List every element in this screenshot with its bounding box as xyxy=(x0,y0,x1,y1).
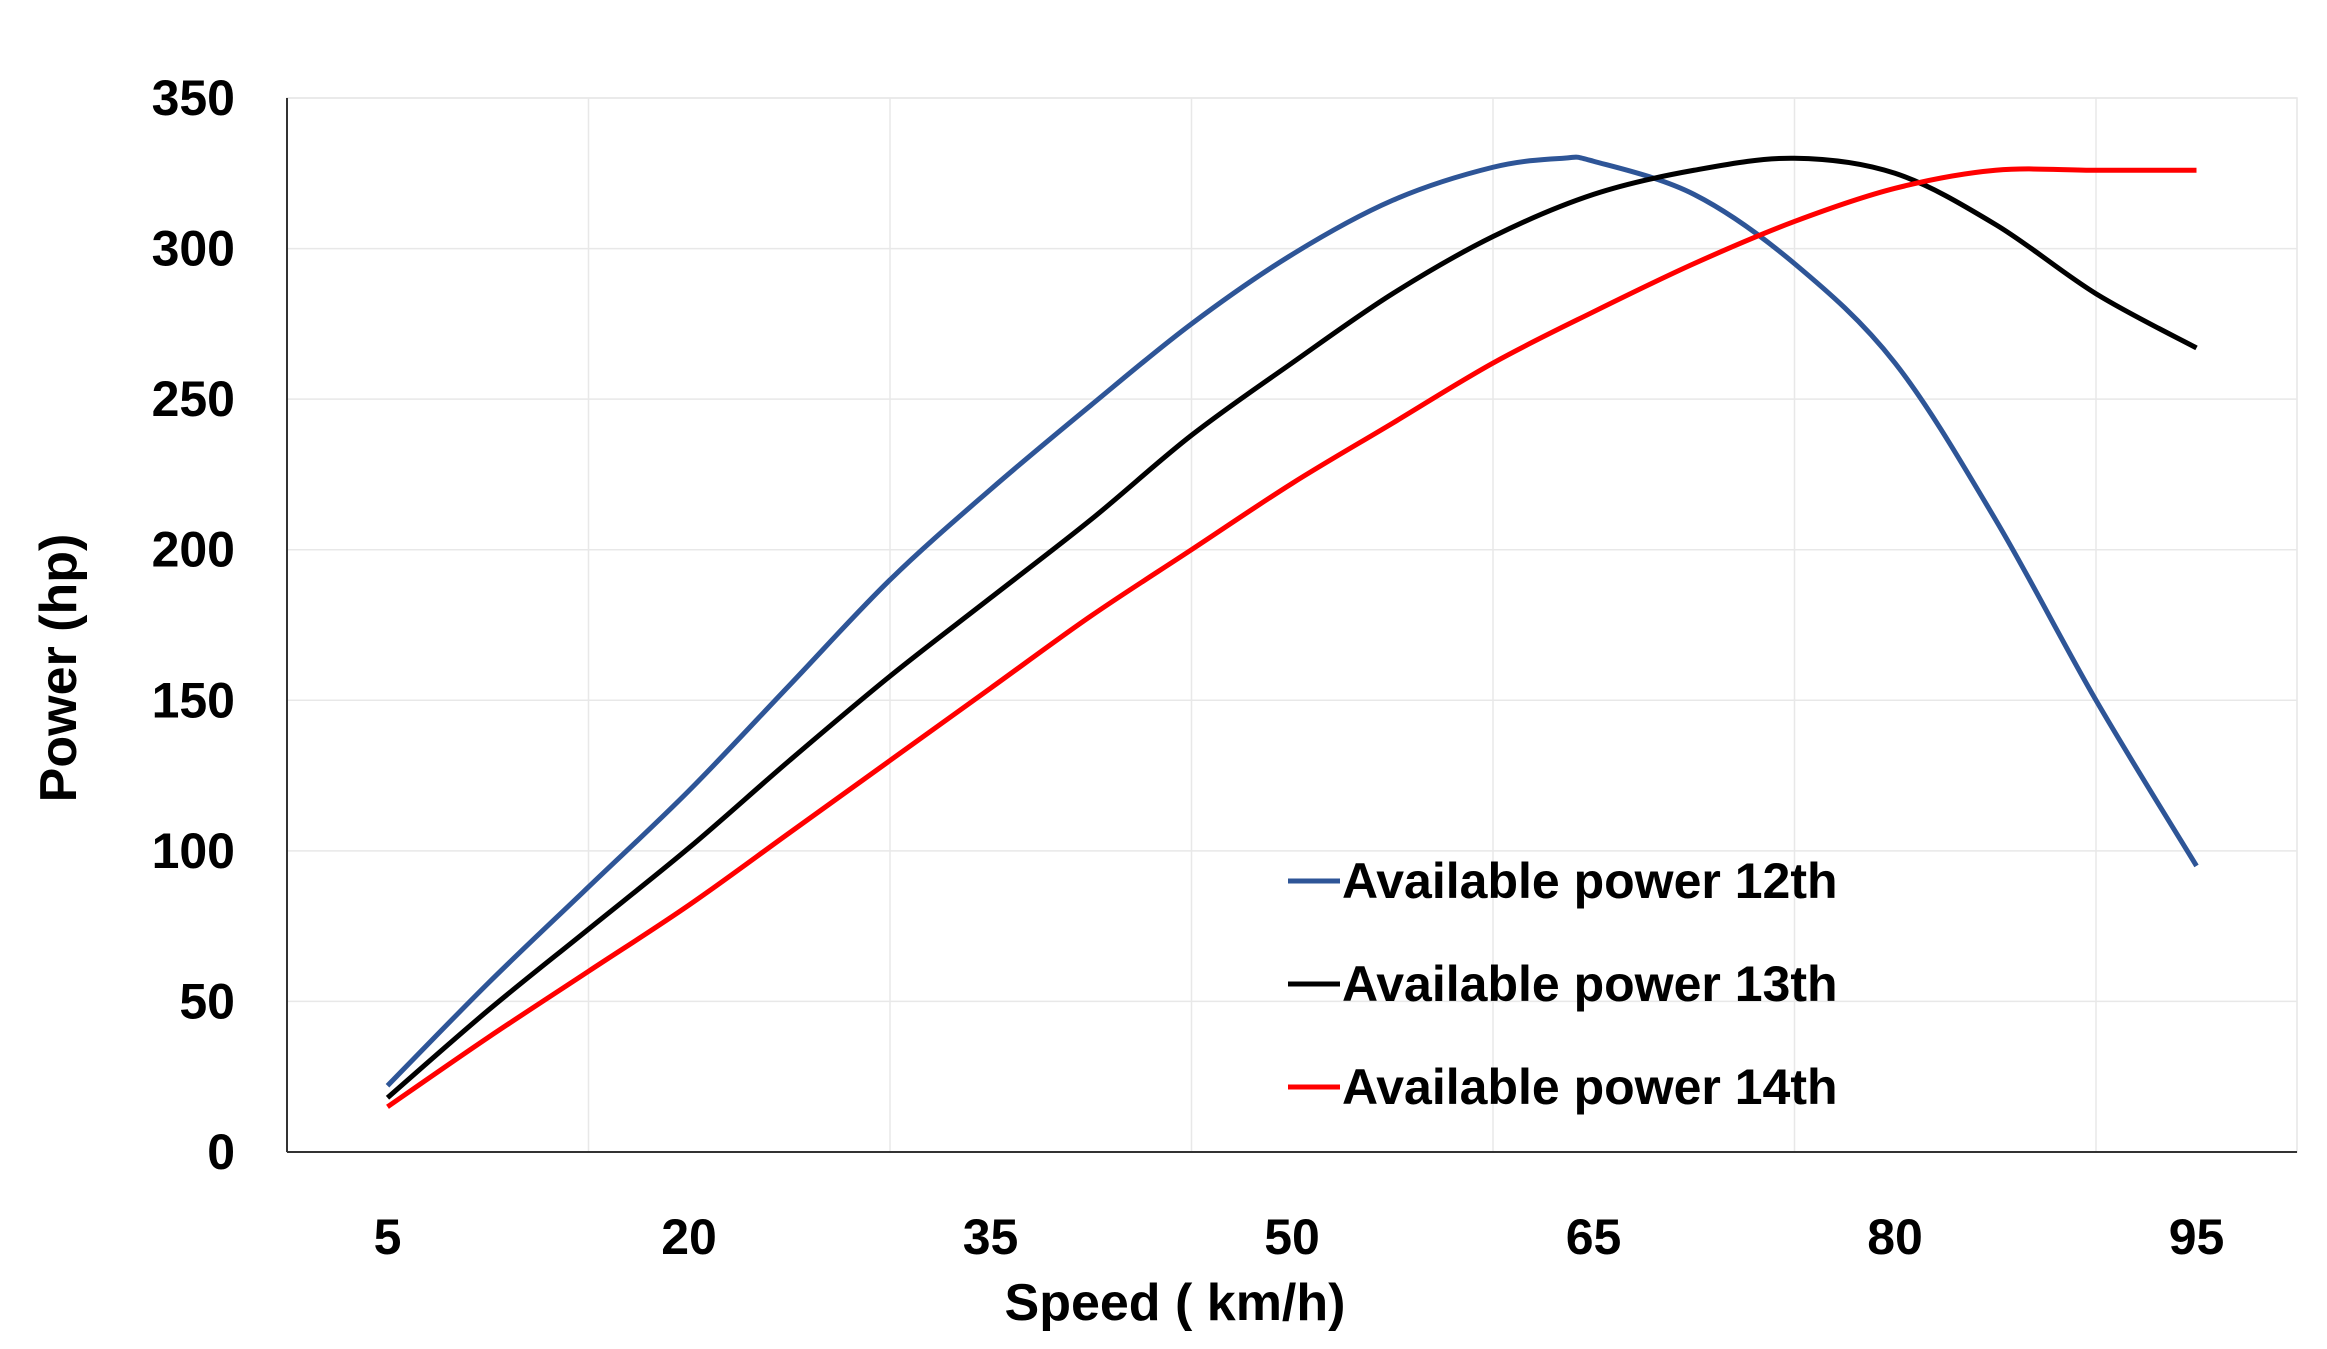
x-tick-label: 20 xyxy=(661,1209,717,1265)
x-tick-label: 50 xyxy=(1264,1209,1320,1265)
y-tick-label: 0 xyxy=(207,1124,235,1180)
plot-area xyxy=(286,97,2298,1153)
legend: Available power 12th Available power 13th… xyxy=(1288,853,1838,1115)
x-tick-label: 35 xyxy=(963,1209,1019,1265)
axes xyxy=(286,98,2297,1153)
x-axis-tick-labels: 5 20 35 50 65 80 95 xyxy=(374,1209,2225,1265)
x-tick-label: 5 xyxy=(374,1209,402,1265)
y-tick-label: 150 xyxy=(152,672,235,728)
y-tick-label: 250 xyxy=(152,371,235,427)
x-axis-title: Speed ( km/h) xyxy=(1005,1274,1346,1332)
gridlines xyxy=(287,97,2297,1152)
legend-label-3: Available power 14th xyxy=(1342,1059,1838,1115)
series-line-2 xyxy=(385,155,2198,1100)
legend-label-2: Available power 13th xyxy=(1342,956,1838,1012)
y-tick-label: 300 xyxy=(152,221,235,277)
y-tick-label: 350 xyxy=(152,70,235,126)
series-line-3 xyxy=(386,166,2197,1109)
y-axis-title: Power (hp) xyxy=(30,534,88,803)
series-lines xyxy=(385,154,2199,1109)
x-tick-label: 80 xyxy=(1867,1209,1923,1265)
y-tick-label: 200 xyxy=(152,522,235,578)
y-tick-label: 50 xyxy=(179,973,235,1029)
y-tick-label: 100 xyxy=(152,823,235,879)
legend-label-1: Available power 12th xyxy=(1342,853,1838,909)
x-tick-label: 95 xyxy=(2169,1209,2225,1265)
series-line-1 xyxy=(385,154,2199,1088)
x-tick-label: 65 xyxy=(1566,1209,1622,1265)
y-axis-tick-labels: 0 50 100 150 200 250 300 350 xyxy=(152,70,235,1180)
